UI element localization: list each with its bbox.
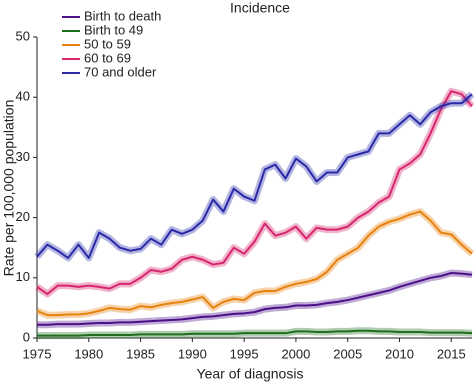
x-axis-label: Year of diagnosis: [197, 366, 304, 382]
series-band: [37, 269, 473, 329]
series-line: [37, 329, 473, 337]
x-tick-label: 1975: [23, 346, 52, 361]
series-line: [36, 90, 473, 296]
series-line: [36, 93, 473, 259]
y-axis-label: Rate per 100,000 population: [1, 100, 17, 277]
legend-label: Birth to 49: [84, 22, 143, 37]
legend-label: Birth to death: [84, 8, 161, 23]
y-tick-label: 20: [16, 209, 30, 224]
y-tick-label: 50: [16, 28, 30, 43]
y-tick-label: 0: [23, 329, 30, 344]
x-tick-label: 2005: [333, 346, 362, 361]
chart-title: Incidence: [230, 0, 290, 16]
x-tick-label: 1980: [74, 346, 103, 361]
legend-label: 70 and older: [84, 64, 157, 79]
y-tick-label: 30: [16, 149, 30, 164]
y-tick-label: 40: [16, 89, 30, 104]
x-tick-label: 2015: [437, 346, 466, 361]
series-line: [36, 210, 473, 317]
legend-label: 50 to 59: [84, 36, 131, 51]
x-tick-label: 1995: [230, 346, 259, 361]
y-tick-label: 10: [16, 269, 30, 284]
x-tick-label: 2000: [281, 346, 310, 361]
legend-label: 60 to 69: [84, 50, 131, 65]
x-tick-label: 2010: [385, 346, 414, 361]
series-band: [35, 208, 474, 319]
x-tick-label: 1990: [178, 346, 207, 361]
series-line: [37, 271, 473, 326]
x-tick-label: 1985: [126, 346, 155, 361]
